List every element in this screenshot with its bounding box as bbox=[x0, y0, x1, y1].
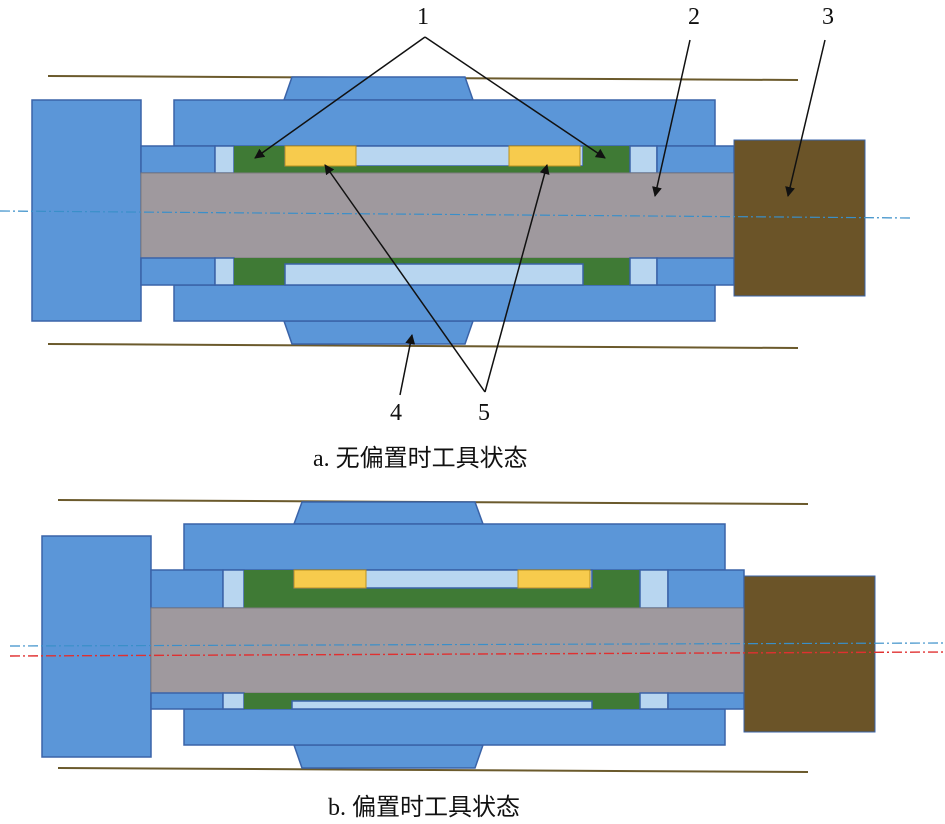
outer-housing-top-b bbox=[183, 523, 726, 571]
inner-ring-left-top-a bbox=[140, 145, 216, 174]
centerline-a bbox=[0, 210, 911, 219]
callout-label-3: 3 bbox=[822, 4, 834, 30]
pad-left-top-b bbox=[293, 569, 367, 589]
light-spacer-left-top-b bbox=[222, 569, 245, 609]
caption-a: a. 无偏置时工具状态 bbox=[313, 445, 528, 472]
light-spacer-left-top-a bbox=[214, 145, 235, 174]
leader-1-right bbox=[424, 36, 606, 159]
light-spacer-right-top-b bbox=[639, 569, 669, 609]
outer-housing-top-a bbox=[173, 99, 716, 147]
housing-bump-top-b bbox=[292, 501, 485, 525]
right-end-block-a bbox=[733, 139, 866, 297]
light-spacer-right-bottom-a bbox=[629, 257, 658, 286]
caption-b: b. 偏置时工具状态 bbox=[328, 794, 520, 821]
leader-1-left bbox=[254, 36, 426, 159]
seal-right-top-a bbox=[583, 146, 630, 173]
borehole-wall-bottom-a bbox=[47, 343, 799, 349]
inner-ring-left-top-b bbox=[150, 569, 224, 609]
light-spacer-right-top-a bbox=[629, 145, 658, 174]
housing-bump-bottom-b bbox=[292, 744, 485, 769]
housing-bump-top-a bbox=[282, 76, 475, 101]
centerline-offset-b bbox=[9, 651, 945, 657]
figure-a-no-offset: 1 2 3 4 5 a. 无偏置时工具状态 bbox=[0, 4, 911, 472]
pad-right-top-b bbox=[517, 569, 591, 589]
left-end-block-b bbox=[41, 535, 152, 758]
inner-ring-left-bottom-a bbox=[140, 257, 216, 286]
inner-ring-right-top-b bbox=[667, 569, 745, 609]
borehole-wall-bottom-b bbox=[57, 767, 809, 773]
housing-bump-bottom-a bbox=[282, 320, 475, 345]
inner-ring-right-bottom-a bbox=[656, 257, 735, 286]
callout-label-1: 1 bbox=[417, 4, 429, 30]
leader-4 bbox=[399, 334, 416, 396]
shaft-a bbox=[140, 172, 735, 259]
leader-2 bbox=[652, 39, 691, 197]
light-spacer-right-bottom-b bbox=[639, 692, 669, 710]
light-spacer-left-bottom-a bbox=[214, 257, 235, 286]
pad-right-top-a bbox=[508, 145, 581, 167]
left-end-block-a bbox=[31, 99, 142, 322]
outer-housing-bottom-b bbox=[183, 708, 726, 746]
pad-left-top-a bbox=[284, 145, 357, 167]
inner-ring-left-bottom-b bbox=[150, 692, 224, 710]
sleeve-bottom-a bbox=[284, 263, 584, 286]
leader-5-left bbox=[324, 164, 486, 393]
seal-left-top-a bbox=[234, 146, 285, 173]
leader-3 bbox=[785, 39, 826, 197]
outer-housing-bottom-a bbox=[173, 284, 716, 322]
seal-mid-top-a bbox=[285, 166, 583, 173]
shaft-b bbox=[150, 607, 745, 694]
inner-ring-right-top-a bbox=[656, 145, 735, 174]
inner-ring-right-bottom-b bbox=[667, 692, 745, 710]
figure-b-offset: b. 偏置时工具状态 bbox=[9, 499, 945, 821]
centerline-reference-b bbox=[9, 642, 945, 647]
callout-label-4: 4 bbox=[390, 400, 402, 426]
right-end-block-b bbox=[743, 575, 876, 733]
light-spacer-left-bottom-b bbox=[222, 692, 245, 710]
callout-label-2: 2 bbox=[688, 4, 700, 30]
callout-label-5: 5 bbox=[478, 400, 490, 426]
sleeve-bottom-b bbox=[291, 700, 593, 710]
leader-5-right bbox=[484, 164, 550, 393]
